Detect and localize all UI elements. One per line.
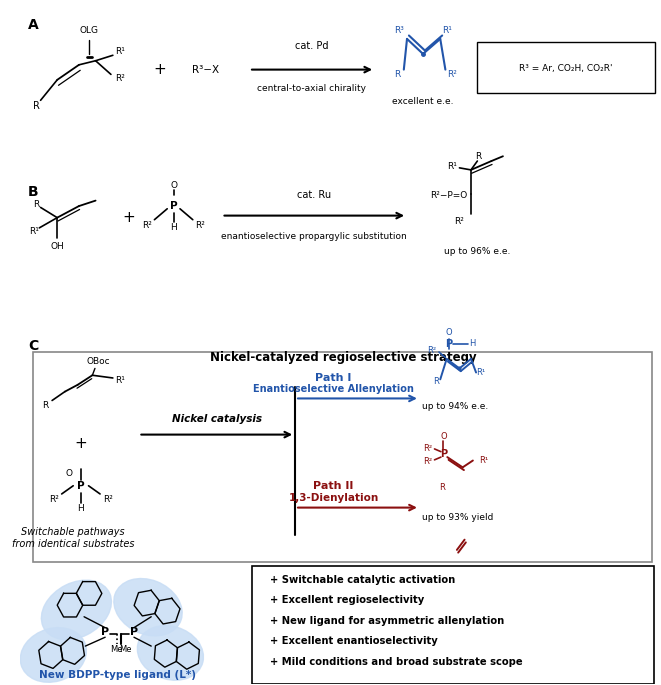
Text: C: C	[28, 339, 38, 353]
Text: OLG: OLG	[80, 26, 98, 35]
Text: O: O	[440, 432, 447, 441]
Text: R²−P=O: R²−P=O	[430, 190, 467, 199]
Text: + New ligand for asymmetric allenylation: + New ligand for asymmetric allenylation	[270, 616, 504, 626]
Text: R³: R³	[394, 26, 404, 35]
Text: up to 96% e.e.: up to 96% e.e.	[444, 247, 510, 256]
Text: P: P	[77, 481, 85, 490]
Text: O: O	[446, 328, 452, 338]
Text: R²: R²	[49, 495, 59, 504]
Text: R²: R²	[424, 457, 433, 466]
Ellipse shape	[42, 580, 112, 640]
Text: Nickel catalysis: Nickel catalysis	[172, 414, 262, 424]
Text: R: R	[475, 152, 482, 161]
Text: Nickel-catalyzed regioselective strategy: Nickel-catalyzed regioselective strategy	[210, 351, 477, 364]
Text: up to 93% yield: up to 93% yield	[422, 512, 494, 522]
Text: P: P	[445, 339, 452, 349]
Text: B: B	[28, 186, 38, 199]
Bar	[33, 352, 652, 562]
Ellipse shape	[114, 579, 182, 636]
Text: central-to-axial chirality: central-to-axial chirality	[257, 84, 366, 93]
Text: + Excellent enantioselectivity: + Excellent enantioselectivity	[270, 636, 438, 647]
Text: enantioselective propargylic substitution: enantioselective propargylic substitutio…	[221, 232, 407, 240]
Text: A: A	[28, 18, 38, 32]
Text: R: R	[395, 70, 401, 79]
Text: R: R	[33, 199, 39, 208]
Text: R¹: R¹	[476, 368, 485, 377]
Text: P: P	[170, 201, 177, 211]
Text: R: R	[32, 101, 40, 111]
Text: OH: OH	[50, 242, 64, 251]
FancyBboxPatch shape	[253, 566, 654, 684]
Text: Switchable pathways: Switchable pathways	[21, 527, 125, 537]
Text: up to 94% e.e.: up to 94% e.e.	[422, 402, 488, 411]
Text: Path I: Path I	[315, 373, 352, 383]
Text: R²: R²	[424, 445, 433, 453]
Text: + Switchable catalytic activation: + Switchable catalytic activation	[270, 575, 455, 585]
Text: R: R	[433, 377, 439, 386]
Text: H: H	[77, 503, 84, 513]
Text: R¹: R¹	[442, 26, 452, 35]
Text: R¹: R¹	[115, 47, 125, 55]
Text: cat. Pd: cat. Pd	[295, 40, 329, 51]
Text: 1,3-Dienylation: 1,3-Dienylation	[288, 493, 379, 503]
Ellipse shape	[20, 627, 87, 682]
Text: P: P	[101, 627, 109, 638]
Text: H: H	[469, 339, 475, 349]
Text: R²: R²	[427, 346, 436, 356]
Text: R²: R²	[455, 216, 465, 225]
Text: H: H	[171, 223, 177, 232]
Text: R²: R²	[142, 221, 151, 229]
Text: excellent e.e.: excellent e.e.	[392, 97, 453, 106]
Text: Path II: Path II	[313, 481, 354, 490]
Text: R¹: R¹	[116, 375, 126, 384]
Text: O: O	[66, 469, 73, 478]
Text: P: P	[440, 449, 447, 460]
Text: R³−X: R³−X	[192, 64, 219, 75]
Ellipse shape	[137, 625, 204, 680]
Text: + Excellent regioselectivity: + Excellent regioselectivity	[270, 595, 424, 606]
Text: R²: R²	[115, 74, 125, 83]
Text: R: R	[42, 401, 49, 410]
Text: New BDPP-type ligand (L*): New BDPP-type ligand (L*)	[39, 671, 196, 680]
Text: R²: R²	[103, 495, 112, 504]
Text: R²: R²	[196, 221, 206, 229]
Text: OBoc: OBoc	[87, 357, 110, 366]
Text: P: P	[130, 627, 138, 638]
Text: R¹: R¹	[447, 162, 457, 171]
Text: + Mild conditions and broad substrate scope: + Mild conditions and broad substrate sc…	[270, 657, 522, 667]
Text: R¹: R¹	[479, 456, 488, 465]
Text: Enantioselective Allenylation: Enantioselective Allenylation	[253, 384, 414, 394]
FancyBboxPatch shape	[477, 42, 655, 93]
Text: Me: Me	[120, 645, 132, 654]
Text: cat. Ru: cat. Ru	[297, 190, 331, 200]
Text: Me: Me	[110, 645, 123, 654]
Text: from identical substrates: from identical substrates	[12, 539, 134, 549]
Text: R³ = Ar, CO₂H, CO₂R': R³ = Ar, CO₂H, CO₂R'	[520, 64, 613, 73]
Text: R¹: R¹	[29, 227, 39, 236]
Text: +: +	[75, 436, 87, 451]
Text: O: O	[170, 181, 177, 190]
Text: +: +	[122, 210, 136, 225]
Text: R: R	[440, 484, 445, 493]
Text: +: +	[153, 62, 166, 77]
Text: R²: R²	[447, 70, 457, 79]
